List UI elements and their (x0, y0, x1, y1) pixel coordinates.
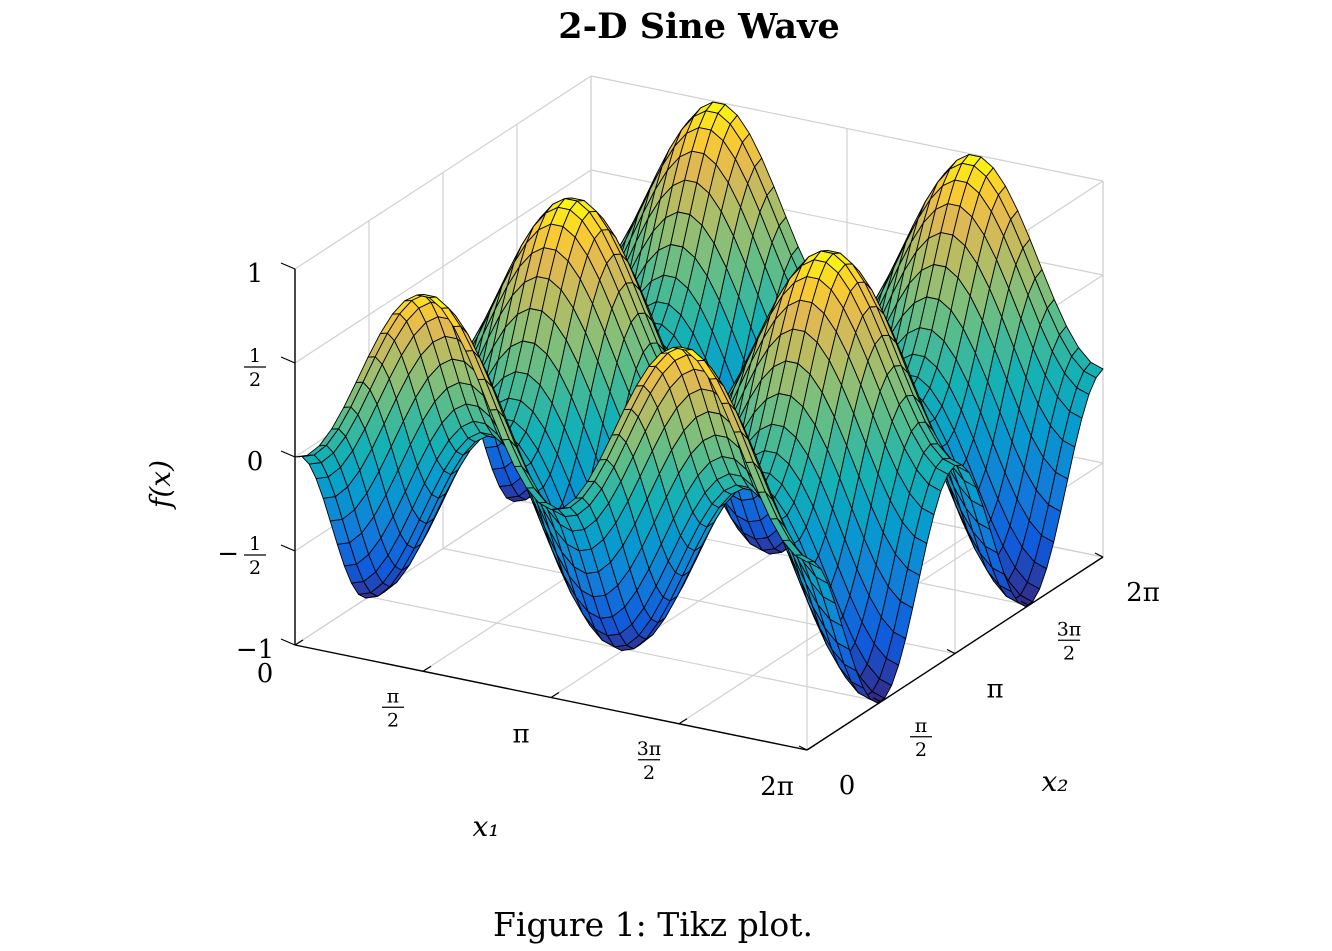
x2-tick-label: 2π (1126, 578, 1160, 608)
z-tick-mark (280, 544, 296, 552)
surface-face (453, 325, 474, 352)
x1-tick-mark (550, 691, 560, 699)
z-tick-label: − (217, 539, 239, 569)
back-wall-grid-line (590, 75, 1104, 182)
surface-face (794, 554, 815, 563)
x1-axis-label: x₁ (472, 810, 499, 843)
side-wall-grid-line (294, 75, 592, 270)
z-tick-mark (280, 638, 296, 646)
x1-tick-mark (422, 665, 432, 672)
z-tick-mark (280, 262, 296, 270)
z-tick-label: 0 (247, 447, 264, 477)
x2-tick-label: 0 (839, 771, 856, 801)
x1-tick-label: 2 (387, 709, 399, 731)
x1-tick-label: 2π (760, 772, 794, 802)
x1-tick-label: 2 (643, 762, 655, 784)
x2-tick-label: 3π (1057, 618, 1082, 640)
surface-mesh (294, 101, 1104, 704)
x1-tick-mark (294, 639, 304, 646)
figure-caption: Figure 1: Tikz plot. (493, 905, 813, 944)
z-tick-label: 2 (249, 557, 261, 579)
z-axis-label: f(x) (144, 460, 177, 510)
x2-tick-mark (1020, 600, 1030, 606)
x1-tick-label: π (512, 720, 529, 750)
x2-tick-mark (798, 745, 808, 751)
side-wall-grid-line (294, 169, 592, 364)
chart-title: 2-D Sine Wave (558, 6, 840, 47)
z-tick-mark (280, 356, 296, 364)
x2-tick-label: 2 (915, 739, 927, 761)
x2-tick-mark (1094, 552, 1104, 558)
x1-tick-label: 0 (257, 659, 274, 689)
z-tick-label: −1 (236, 635, 274, 665)
x2-tick-label: π (915, 715, 928, 737)
surface-face (709, 378, 730, 404)
x1-tick-mark (678, 718, 688, 725)
z-tick-mark (280, 450, 296, 458)
z-tick-label: 1 (249, 533, 261, 555)
x2-tick-mark (872, 697, 882, 703)
axis-labels: x₁ x₂ f(x) (144, 460, 1069, 843)
z-tick-label: 1 (247, 259, 264, 289)
x2-axis-label: x₂ (1041, 765, 1068, 798)
x2-tick-label: π (986, 675, 1003, 705)
z-tick-label: 1 (249, 345, 261, 367)
x2-tick-mark (946, 648, 956, 655)
x1-tick-label: 3π (637, 738, 662, 760)
x1-tick-mark (806, 744, 816, 751)
x2-tick-label: 2 (1063, 642, 1075, 664)
z-tick-label: 2 (249, 369, 261, 391)
x1-tick-label: π (387, 685, 400, 707)
